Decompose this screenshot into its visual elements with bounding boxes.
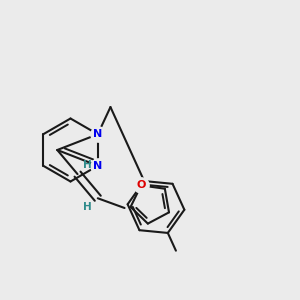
Text: H: H <box>83 202 92 212</box>
Text: H: H <box>83 160 92 170</box>
Text: N: N <box>93 161 102 171</box>
Text: N: N <box>93 129 102 139</box>
Text: O: O <box>136 180 146 190</box>
